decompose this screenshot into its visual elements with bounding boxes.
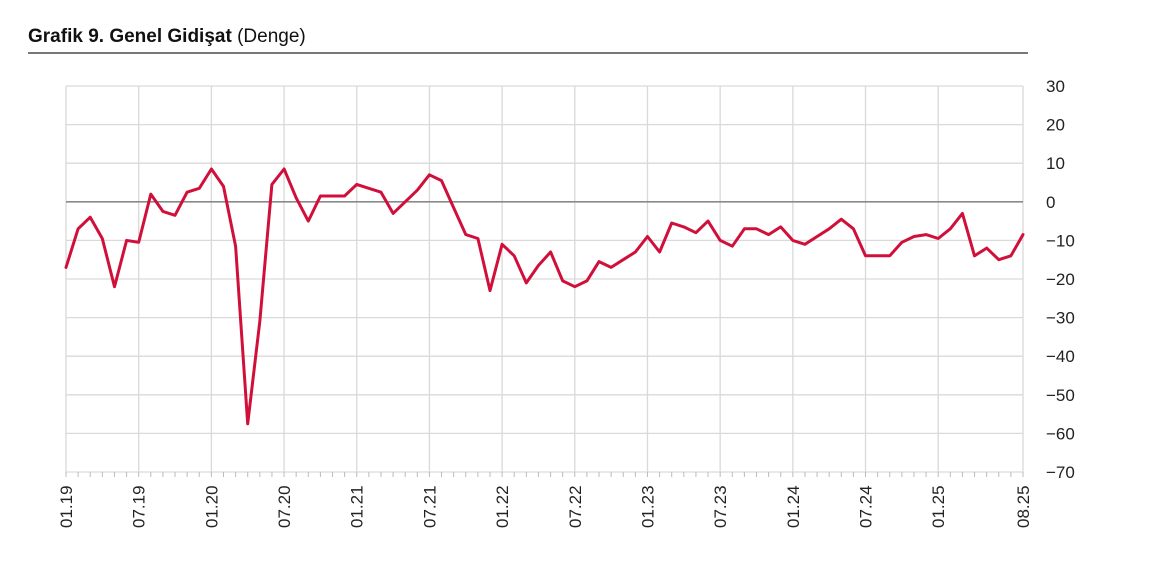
- y-tick-label: 10: [1046, 154, 1065, 173]
- y-tick-label: −20: [1046, 270, 1075, 289]
- title-divider: [28, 52, 1028, 54]
- series-line: [64, 167, 1025, 426]
- x-tick-label: 01.24: [784, 485, 803, 528]
- x-tick-label: 01.25: [929, 485, 948, 528]
- chart-title-bold: Grafik 9. Genel Gidişat: [28, 26, 232, 47]
- x-tick-label: 07.22: [566, 485, 585, 528]
- y-tick-label: −30: [1046, 309, 1075, 328]
- y-tick-label: 30: [1046, 77, 1065, 96]
- x-tick-label: 07.20: [275, 485, 294, 528]
- y-tick-label: −70: [1046, 463, 1075, 482]
- chart-title: Grafik 9. Genel Gidişat (Denge): [28, 26, 306, 48]
- chart-grid: [65, 85, 1024, 477]
- chart-title-unit: (Denge): [237, 26, 306, 47]
- x-tick-label: 01.23: [638, 485, 657, 528]
- y-tick-label: −10: [1046, 231, 1075, 250]
- x-tick-label: 07.24: [857, 485, 876, 528]
- x-tick-label: 07.19: [130, 485, 149, 528]
- x-axis-tick-labels: 01.19 07.19 01.20 07.20 01.21 07.21 01.22 07.22…: [57, 485, 1033, 528]
- y-tick-label: −60: [1046, 424, 1075, 443]
- x-tick-label: 01.20: [202, 485, 221, 528]
- chart-series: [64, 167, 1025, 426]
- y-tick-label: 0: [1046, 193, 1055, 212]
- x-tick-label: 07.23: [711, 485, 730, 528]
- y-axis-tick-labels: 30 20 10 0 −10 −20 −30 −40 −50 −60 −70: [1046, 77, 1075, 482]
- y-tick-label: 20: [1046, 116, 1065, 135]
- x-tick-label: 08.25: [1014, 485, 1033, 528]
- y-tick-label: −50: [1046, 386, 1075, 405]
- y-tick-label: −40: [1046, 347, 1075, 366]
- x-tick-label: 07.21: [420, 485, 439, 528]
- x-tick-label: 01.21: [348, 485, 367, 528]
- x-tick-label: 01.19: [57, 485, 76, 528]
- x-tick-label: 01.22: [493, 485, 512, 528]
